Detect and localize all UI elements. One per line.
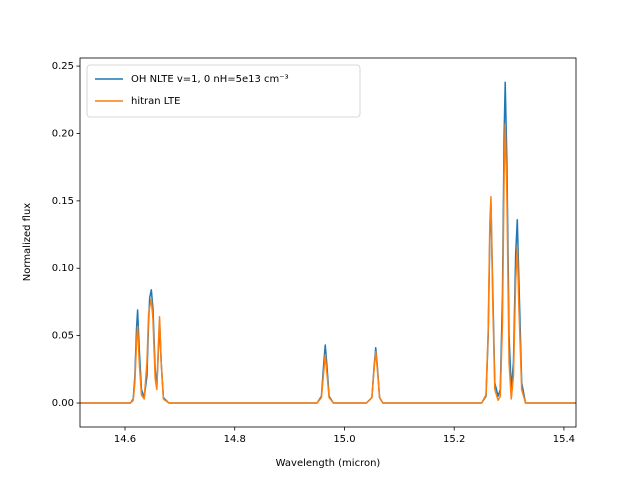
y-tick-label: 0.05 [52, 331, 74, 342]
y-tick-label: 0.15 [52, 196, 74, 207]
x-tick-label: 15.0 [333, 434, 355, 445]
plot-area [80, 81, 576, 404]
y-tick-label: 0.10 [52, 263, 74, 274]
legend-label: OH NLTE v=1, 0 nH=5e13 cm⁻³ [131, 74, 289, 85]
x-tick-label: 14.8 [224, 434, 246, 445]
x-axis-label: Wavelength (micron) [276, 458, 381, 469]
x-tick-label: 15.4 [553, 434, 575, 445]
legend-label: hitran LTE [131, 96, 180, 107]
x-tick-label: 14.6 [114, 434, 136, 445]
y-tick-label: 0.25 [52, 61, 74, 72]
series-line [80, 123, 576, 404]
y-tick-label: 0.00 [52, 398, 74, 409]
y-tick-label: 0.20 [52, 128, 74, 139]
x-tick-label: 15.2 [443, 434, 465, 445]
axes-frame [79, 57, 577, 428]
legend-box [86, 64, 361, 118]
y-axis-label: Normalized flux [22, 203, 33, 282]
